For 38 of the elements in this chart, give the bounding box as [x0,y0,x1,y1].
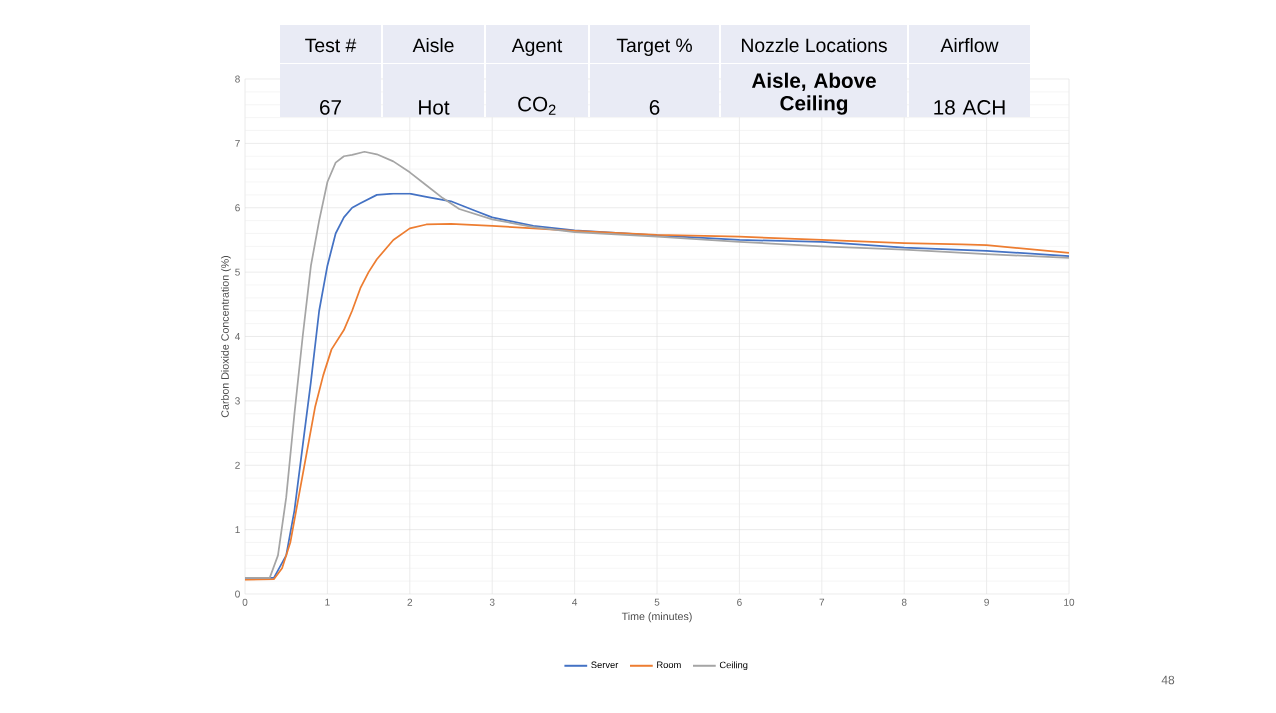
x-tick-label: 4 [572,598,578,606]
text: Airflow [940,37,999,53]
text: Test # [305,38,357,53]
x-axis-title: Time (minutes) [621,612,692,623]
text: Nozzle Locations [741,37,887,53]
text: Agent [511,38,563,56]
y-tick-label: 0 [235,590,240,598]
text: Aisle [412,37,454,53]
y-axis-title: Carbon Dioxide Concentration (%) [220,255,231,418]
y-tick-label: 3 [235,397,240,405]
x-tick-label: 9 [984,598,989,606]
y-tick-label: 7 [235,139,240,147]
x-tick-label: 8 [901,598,907,606]
y-tick-label: 4 [234,333,240,340]
annotation: 18 ACH [934,100,1005,115]
x-tick-label: 2 [407,598,413,606]
annotation: 6 [649,100,660,115]
y-tick-label: 1 [235,526,240,534]
x-tick-label: 10 [1064,598,1075,606]
annotation: 67 [320,100,341,115]
y-tick-label: 8 [235,75,240,83]
legend-label: Ceiling [719,661,748,671]
text: 48 [1161,675,1175,685]
legend-label: Server [591,661,619,669]
x-tick-label: 0 [242,598,248,606]
x-tick-label: 7 [819,598,825,606]
x-tick-label: 1 [325,598,330,606]
annotation: Hot [419,100,450,115]
y-tick-label: 6 [235,204,240,212]
annotation: Aisle, Above Ceiling [751,72,876,115]
legend-label: Room [657,661,681,669]
x-tick-label: 3 [489,598,495,606]
annotation: CO$_{2}$ [518,96,556,115]
y-tick-label: 5 [235,268,240,276]
y-tick-label: 2 [235,461,240,469]
x-tick-label: 5 [654,598,660,606]
text: Target % [616,38,692,56]
x-tick-label: 6 [737,598,742,606]
